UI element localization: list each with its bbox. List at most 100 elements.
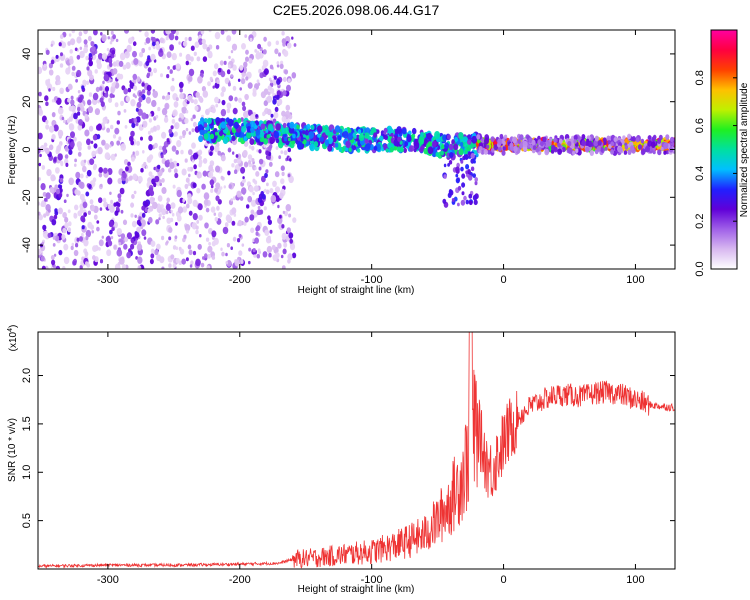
heatmap-cell	[69, 58, 74, 65]
heatmap-cell	[61, 41, 67, 49]
heatmap-cell	[128, 37, 133, 44]
heatmap-cell	[52, 86, 56, 92]
heatmap-cell	[665, 150, 670, 155]
snr-panel: -300 -200 -100 0 100 0.5 1.0 1.5 2.0 Height of …	[7, 325, 676, 595]
heatmap-cell	[283, 136, 288, 142]
heatmap-cell	[254, 237, 259, 244]
heatmap-cell	[104, 143, 110, 150]
heatmap-cell	[133, 117, 138, 123]
heatmap-cell	[45, 124, 50, 130]
heatmap-cell	[161, 208, 167, 216]
heatmap-cell	[458, 132, 464, 140]
heatmap-cell	[274, 106, 279, 112]
heatmap-cell	[184, 158, 188, 163]
heatmap-cell	[58, 42, 62, 47]
heatmap-cell	[49, 144, 54, 151]
heatmap-cell	[38, 214, 43, 221]
heatmap-cell	[79, 236, 83, 242]
heatmap-cell	[149, 187, 154, 193]
heatmap-cell	[263, 206, 267, 211]
heatmap-cell	[99, 207, 103, 211]
heatmap-cell	[275, 146, 279, 150]
heatmap-cell	[255, 120, 260, 126]
heatmap-cell	[103, 201, 108, 208]
heatmap-cell	[110, 30, 114, 35]
heatmap-cell	[48, 88, 51, 92]
heatmap-cell	[245, 76, 249, 81]
heatmap-cell	[622, 135, 626, 140]
heatmap-cell	[87, 99, 92, 106]
heatmap-cell	[256, 79, 260, 84]
heatmap-cell	[305, 135, 310, 140]
heatmap-cell	[393, 145, 398, 151]
heatmap-cell	[82, 165, 87, 173]
heatmap-cell	[409, 145, 414, 152]
heatmap-cell	[184, 37, 188, 41]
heatmap-cell	[88, 183, 92, 189]
heatmap-cell	[160, 154, 164, 159]
heatmap-cell	[246, 131, 252, 139]
heatmap-cell	[403, 147, 407, 153]
heatmap-cell	[188, 210, 193, 216]
heatmap-cell	[132, 73, 138, 80]
heatmap-cell	[144, 31, 149, 38]
heatmap-cell	[126, 251, 132, 259]
heatmap-cell	[178, 41, 181, 45]
heatmap-cell	[123, 159, 129, 165]
heatmap-cell	[257, 248, 261, 252]
heatmap-x-label: Height of straight line (km)	[298, 285, 415, 296]
heatmap-cell	[394, 135, 398, 140]
heatmap-cell	[278, 155, 282, 160]
heatmap-cell	[247, 82, 253, 89]
heatmap-cell	[219, 130, 223, 137]
heatmap-cell	[150, 30, 156, 34]
heatmap-cell	[145, 96, 151, 104]
heatmap-cell	[256, 149, 259, 153]
heatmap-cell	[453, 143, 459, 151]
heatmap-cell	[115, 201, 120, 207]
heatmap-cell	[161, 266, 165, 269]
heatmap-cell	[214, 31, 221, 40]
heatmap-cell	[220, 186, 223, 190]
heatmap-cell	[497, 138, 503, 146]
heatmap-cell	[198, 155, 202, 161]
heatmap-cell	[214, 63, 219, 70]
heatmap-cell	[399, 140, 403, 145]
heatmap-cell	[241, 43, 246, 50]
heatmap-cell	[53, 157, 57, 162]
heatmap-cell	[607, 140, 611, 145]
heatmap-cell	[131, 156, 135, 162]
heatmap-cell	[254, 180, 258, 185]
heatmap-cell	[239, 65, 244, 71]
heatmap-cell	[126, 232, 132, 240]
heatmap-cell	[216, 205, 220, 211]
heatmap-cell	[282, 90, 287, 96]
heatmap-cell	[67, 98, 71, 103]
heatmap-cell	[170, 254, 175, 260]
heatmap-cell	[123, 64, 127, 69]
heatmap-cell	[241, 187, 247, 195]
heatmap-cell	[77, 151, 82, 157]
heatmap-cell	[373, 145, 378, 151]
heatmap-cell	[171, 145, 177, 152]
heatmap-cell	[90, 41, 95, 47]
heatmap-cell	[140, 136, 143, 141]
heatmap-cell	[474, 181, 478, 186]
heatmap-cell	[147, 67, 152, 73]
heatmap-cell	[156, 243, 161, 250]
heatmap-cell	[117, 177, 123, 185]
heatmap-cell	[461, 191, 465, 196]
heatmap-cell	[473, 159, 476, 164]
heatmap-cell	[144, 207, 148, 213]
heatmap-cell	[57, 153, 63, 161]
heatmap-cell	[280, 150, 284, 155]
heatmap-cell	[165, 30, 171, 35]
heatmap-cell	[205, 237, 210, 242]
heatmap-cell	[76, 36, 82, 44]
heatmap-cell	[266, 108, 272, 116]
heatmap-cell	[153, 116, 157, 121]
heatmap-cell	[248, 247, 252, 252]
heatmap-cell	[352, 145, 357, 151]
colorbar-ticks: 0.0 0.2 0.4 0.6 0.8	[694, 70, 737, 277]
heatmap-cell	[68, 65, 71, 70]
